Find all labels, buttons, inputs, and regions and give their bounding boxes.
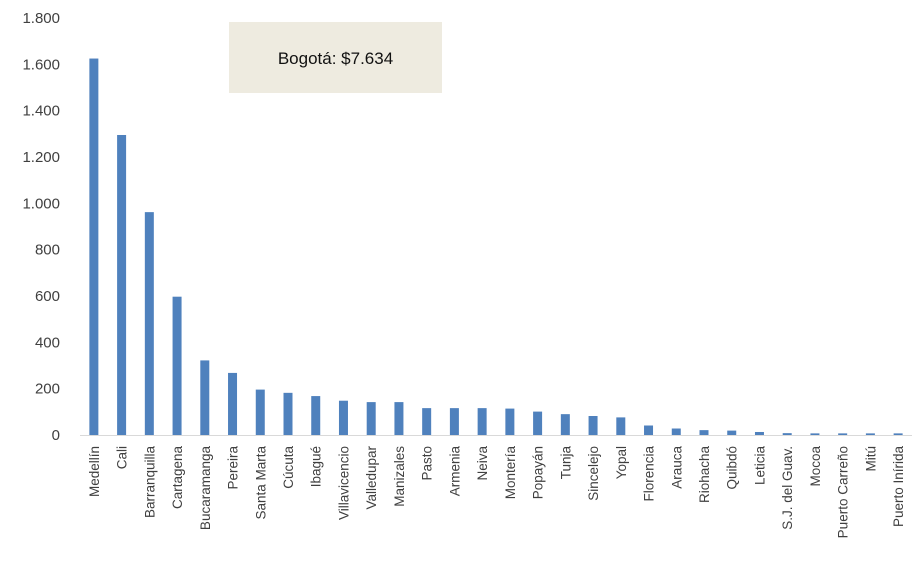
y-tick-label: 200 xyxy=(35,381,60,398)
y-tick-label: 0 xyxy=(52,427,60,444)
bar xyxy=(893,433,903,435)
bar xyxy=(754,431,764,435)
bar xyxy=(89,58,99,436)
x-category-label: Villavicencio xyxy=(336,446,351,520)
bar xyxy=(172,296,182,435)
x-category-label: Tunja xyxy=(558,446,573,480)
x-category-label: Montería xyxy=(503,446,518,500)
x-category-label: Barranquilla xyxy=(142,446,157,519)
x-category-label: Medellín xyxy=(87,446,102,497)
bar xyxy=(671,428,681,435)
x-category-label: Sincelejo xyxy=(586,446,601,501)
bar xyxy=(616,417,626,435)
x-category-label: Riohacha xyxy=(697,446,712,504)
x-category-label: Pasto xyxy=(420,446,435,481)
x-category-label: Bucaramanga xyxy=(198,446,213,531)
y-tick-label: 1.400 xyxy=(22,103,60,120)
x-category-label: Arauca xyxy=(669,446,684,489)
bar xyxy=(449,408,459,435)
y-tick-label: 1.800 xyxy=(22,10,60,27)
bar xyxy=(338,400,348,435)
annotation-callout: Bogotá: $7.634 xyxy=(229,22,442,93)
bar xyxy=(810,433,820,435)
bar xyxy=(838,433,848,435)
bar xyxy=(477,408,487,435)
bar xyxy=(311,396,321,435)
y-tick-label: 1.600 xyxy=(22,56,60,73)
annotation-box xyxy=(229,22,442,93)
x-category-label: Mocoa xyxy=(808,446,823,487)
x-category-label: Santa Marta xyxy=(253,446,268,520)
x-category-label: Manizales xyxy=(392,446,407,507)
x-category-label: Cúcuta xyxy=(281,446,296,489)
bar xyxy=(644,425,654,435)
bar xyxy=(505,408,515,435)
x-category-label: Leticia xyxy=(752,446,767,486)
x-category-label: Florencia xyxy=(642,446,657,502)
x-category-label: Mitú xyxy=(863,446,878,472)
bar xyxy=(699,430,709,435)
bar xyxy=(255,389,265,435)
y-tick-label: 600 xyxy=(35,288,60,305)
x-category-label: Valledupar xyxy=(364,445,379,509)
x-category-label: Armenia xyxy=(447,446,462,497)
x-category-label: Ibagué xyxy=(309,446,324,487)
bar xyxy=(228,372,238,435)
bar xyxy=(588,416,598,435)
x-axis-labels: Medellín Cali Barranquilla Cartagena Bucaram… xyxy=(87,445,906,538)
y-tick-label: 800 xyxy=(35,242,60,259)
x-category-label: Neiva xyxy=(475,446,490,481)
x-category-label: Cartagena xyxy=(170,446,185,510)
bar xyxy=(200,360,210,435)
x-category-label: Popayán xyxy=(531,446,546,499)
bar xyxy=(366,402,376,435)
annotation-text: Bogotá: $7.634 xyxy=(278,49,393,68)
bar xyxy=(560,414,570,435)
bar xyxy=(422,408,432,435)
bar xyxy=(533,411,543,435)
bars xyxy=(89,58,903,436)
x-category-label: S.J. del Guav. xyxy=(780,446,795,530)
x-category-label: Puerto Carreño xyxy=(836,446,851,538)
y-axis: 0 200 400 600 800 1.000 1.200 1.400 1.600 1.800 xyxy=(22,10,60,444)
bar xyxy=(782,433,792,435)
bar xyxy=(283,392,293,435)
x-category-label: Quibdó xyxy=(725,446,740,490)
y-tick-label: 1.200 xyxy=(22,149,60,166)
bar xyxy=(117,134,127,435)
x-category-label: Yopal xyxy=(614,446,629,479)
y-tick-label: 1.000 xyxy=(22,195,60,212)
bar xyxy=(865,433,875,435)
y-tick-label: 400 xyxy=(35,334,60,351)
x-category-label: Pereira xyxy=(226,446,241,490)
bar xyxy=(394,402,404,435)
x-category-label: Cali xyxy=(115,446,130,469)
bar xyxy=(144,212,154,435)
x-category-label: Puerto Inírida xyxy=(891,446,906,528)
bar xyxy=(727,430,737,435)
